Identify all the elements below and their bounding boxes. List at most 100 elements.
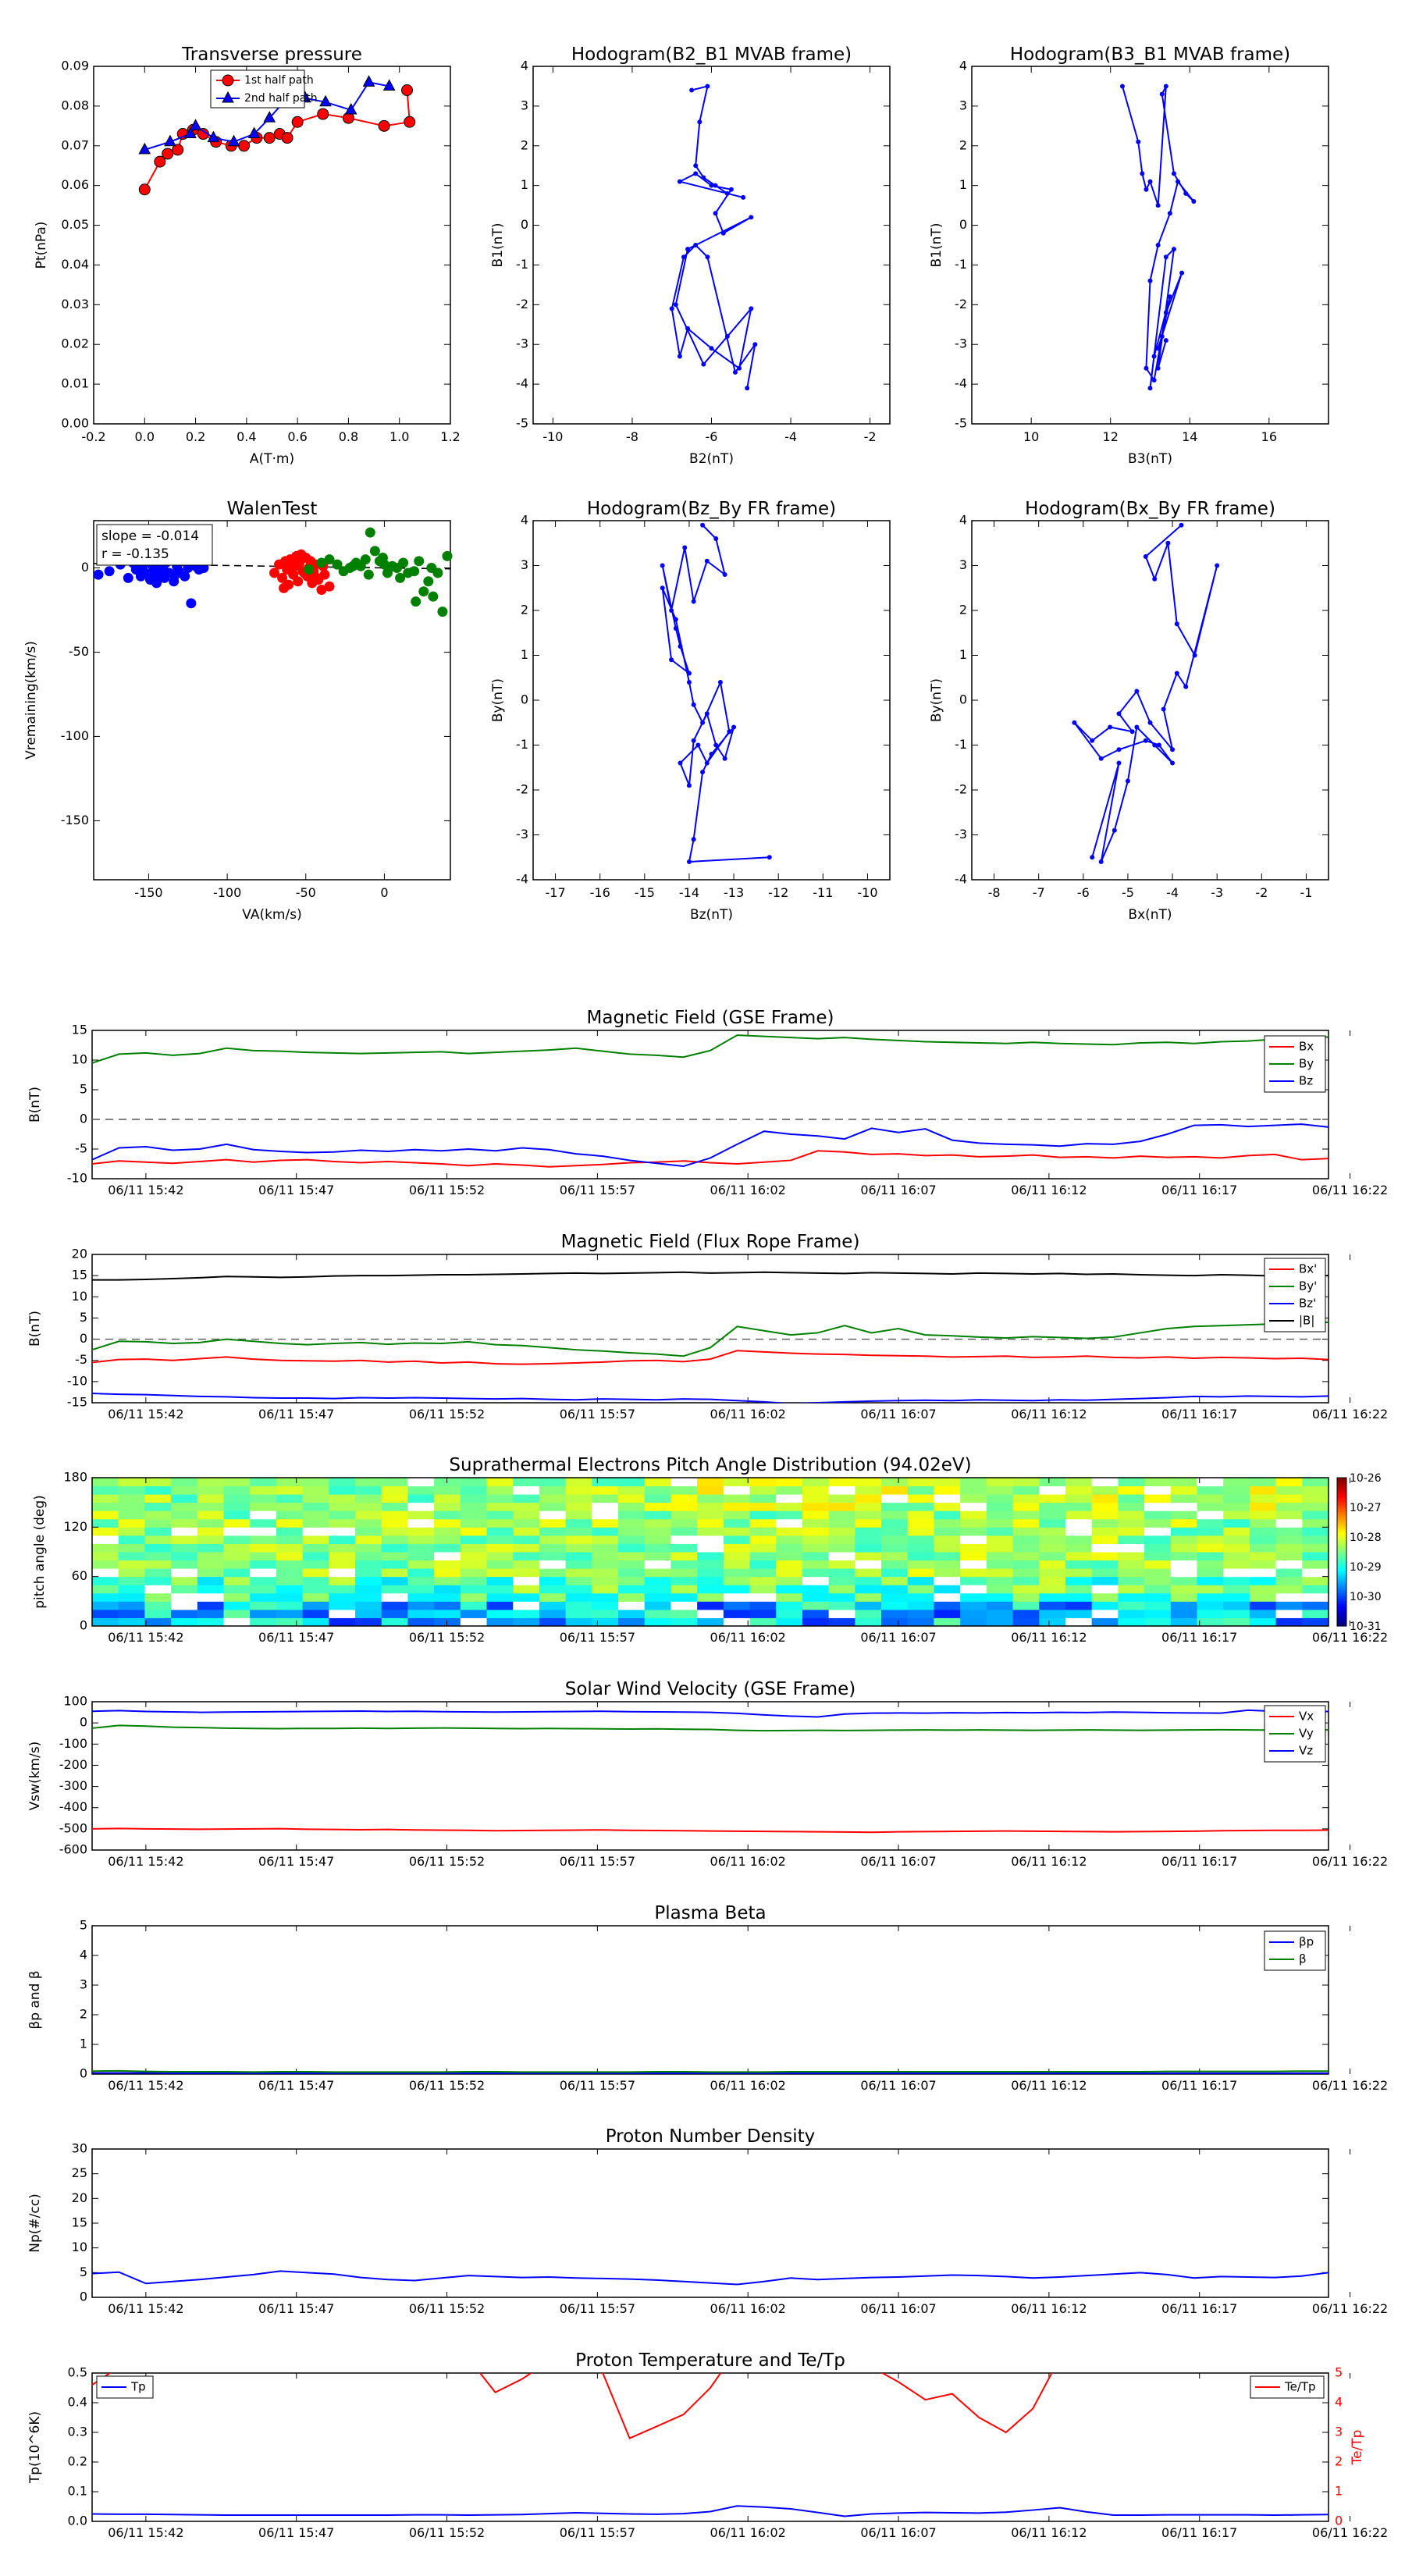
heatmap-cell (776, 1518, 803, 1528)
heatmap-cell (592, 1576, 619, 1585)
data-point (693, 243, 699, 247)
heatmap-cell (276, 1617, 304, 1627)
heatmap-cell (302, 1510, 329, 1520)
heatmap-cell (1249, 1518, 1277, 1528)
data-point (411, 596, 422, 607)
heatmap-cell (486, 1617, 514, 1627)
heatmap-cell (197, 1518, 225, 1528)
heatmap-cell (460, 1560, 488, 1569)
data-point (705, 254, 710, 260)
heatmap-cell (407, 1485, 435, 1495)
heatmap-cell (513, 1478, 540, 1487)
heatmap-cell (486, 1592, 514, 1602)
x-tick-label: -15 (635, 885, 655, 900)
heatmap-cell (1170, 1485, 1197, 1495)
heatmap-cell (618, 1617, 646, 1627)
heatmap-cell (644, 1527, 671, 1536)
y-tick-label: -2 (955, 297, 967, 311)
hodogram-b2-b1-frame (532, 66, 891, 425)
heatmap-cell (697, 1601, 724, 1610)
heatmap-cell (907, 1478, 934, 1487)
heatmap-cell (92, 1485, 119, 1495)
heatmap-cell (197, 1585, 225, 1594)
heatmap-cell (592, 1535, 619, 1544)
heatmap-cell (1170, 1527, 1197, 1536)
colorbar-step (1337, 1537, 1346, 1540)
heatmap-cell (407, 1592, 435, 1602)
heatmap-cell (1249, 1535, 1277, 1544)
data-point (238, 140, 251, 152)
heatmap-cell (1144, 1510, 1172, 1520)
heatmap-cell (855, 1543, 882, 1553)
heatmap-cell (881, 1585, 909, 1594)
heatmap-cell (1039, 1592, 1066, 1602)
heatmap-cell (1249, 1560, 1277, 1569)
data-point (1155, 203, 1161, 208)
heatmap-cell (934, 1502, 961, 1511)
y-axis-label: B1(nT) (929, 223, 944, 268)
series-line-bx (92, 1350, 1329, 1365)
heatmap-cell (881, 1543, 909, 1553)
heatmap-cell (1091, 1552, 1119, 1561)
heatmap-cell (1012, 1617, 1040, 1627)
heatmap-cell (223, 1552, 251, 1561)
heatmap-cell (1223, 1543, 1250, 1553)
data-point (1119, 84, 1125, 89)
heatmap-cell (434, 1592, 461, 1602)
heatmap-cell (250, 1485, 277, 1495)
heatmap-cell (171, 1527, 198, 1536)
colorbar-step (1337, 1504, 1346, 1508)
data-point (1152, 742, 1158, 748)
heatmap-cell (118, 1527, 145, 1536)
colorbar-step (1337, 1500, 1346, 1503)
time-tick-label: 06/11 16:02 (710, 1854, 786, 1869)
legend-label: Vz (1299, 1744, 1313, 1758)
data-point (1156, 742, 1161, 748)
heatmap-cell (1223, 1568, 1250, 1578)
colorbar-tick-label: 10-28 (1350, 1532, 1382, 1544)
heatmap-cell (197, 1478, 225, 1487)
colorbar-step (1337, 1589, 1346, 1592)
y-tick-label: -100 (59, 1736, 87, 1751)
heatmap-cell (776, 1585, 803, 1594)
heatmap-cell (355, 1617, 382, 1627)
y-tick-label: -4 (955, 872, 967, 887)
x-tick-label: 0.6 (287, 429, 307, 444)
heatmap-cell (749, 1601, 777, 1610)
heatmap-cell (1065, 1535, 1093, 1544)
chart-title: Proton Temperature and Te/Tp (575, 2350, 845, 2371)
heatmap-cell (749, 1518, 777, 1528)
heatmap-cell (618, 1592, 646, 1602)
heatmap-cell (1091, 1568, 1119, 1578)
heatmap-cell (407, 1535, 435, 1544)
heatmap-cell (1118, 1592, 1145, 1602)
heatmap-cell (92, 1535, 119, 1544)
heatmap-cell (776, 1527, 803, 1536)
colorbar-step (1337, 1591, 1346, 1595)
heatmap-cell (171, 1609, 198, 1618)
heatmap-cell (329, 1518, 356, 1528)
heatmap-cell (1249, 1585, 1277, 1594)
heatmap-cell (802, 1543, 830, 1553)
data-point (709, 752, 714, 756)
heatmap-cell (434, 1601, 461, 1610)
y-tick-label: 2 (521, 603, 528, 617)
heatmap-cell (1249, 1527, 1277, 1536)
heatmap-cell (92, 1502, 119, 1511)
chart-title: WalenTest (227, 499, 318, 519)
heatmap-cell (934, 1560, 961, 1569)
heatmap-cell (1039, 1560, 1066, 1569)
heatmap-cell (828, 1543, 855, 1553)
y-axis-label: By(nT) (929, 678, 944, 722)
heatmap-cell (460, 1535, 488, 1544)
chart-title: Proton Number Density (606, 2126, 816, 2147)
heatmap-cell (670, 1552, 698, 1561)
y-tick-label: 0.00 (61, 416, 89, 431)
heatmap-cell (934, 1609, 961, 1618)
time-tick-label: 06/11 16:07 (860, 1854, 936, 1869)
data-point (186, 598, 197, 609)
time-tick-label: 06/11 16:07 (860, 1183, 936, 1197)
heatmap-cell (986, 1494, 1014, 1503)
heatmap-cell (513, 1592, 540, 1602)
heatmap-cell (644, 1485, 671, 1495)
